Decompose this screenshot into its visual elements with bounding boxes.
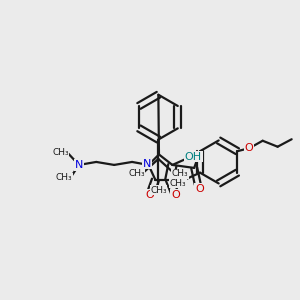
Text: O: O [195, 184, 204, 194]
Text: OH: OH [185, 152, 202, 162]
Text: N: N [75, 160, 83, 170]
Text: CH₃: CH₃ [150, 186, 167, 195]
Text: CH₃: CH₃ [52, 148, 69, 157]
Text: CH₃: CH₃ [172, 169, 188, 178]
Text: O: O [245, 143, 254, 153]
Text: O: O [146, 190, 154, 200]
Text: O: O [171, 190, 180, 200]
Text: CH₃: CH₃ [170, 178, 187, 188]
Text: CH₃: CH₃ [56, 173, 72, 182]
Text: N: N [143, 159, 152, 169]
Text: CH₃: CH₃ [128, 169, 145, 178]
